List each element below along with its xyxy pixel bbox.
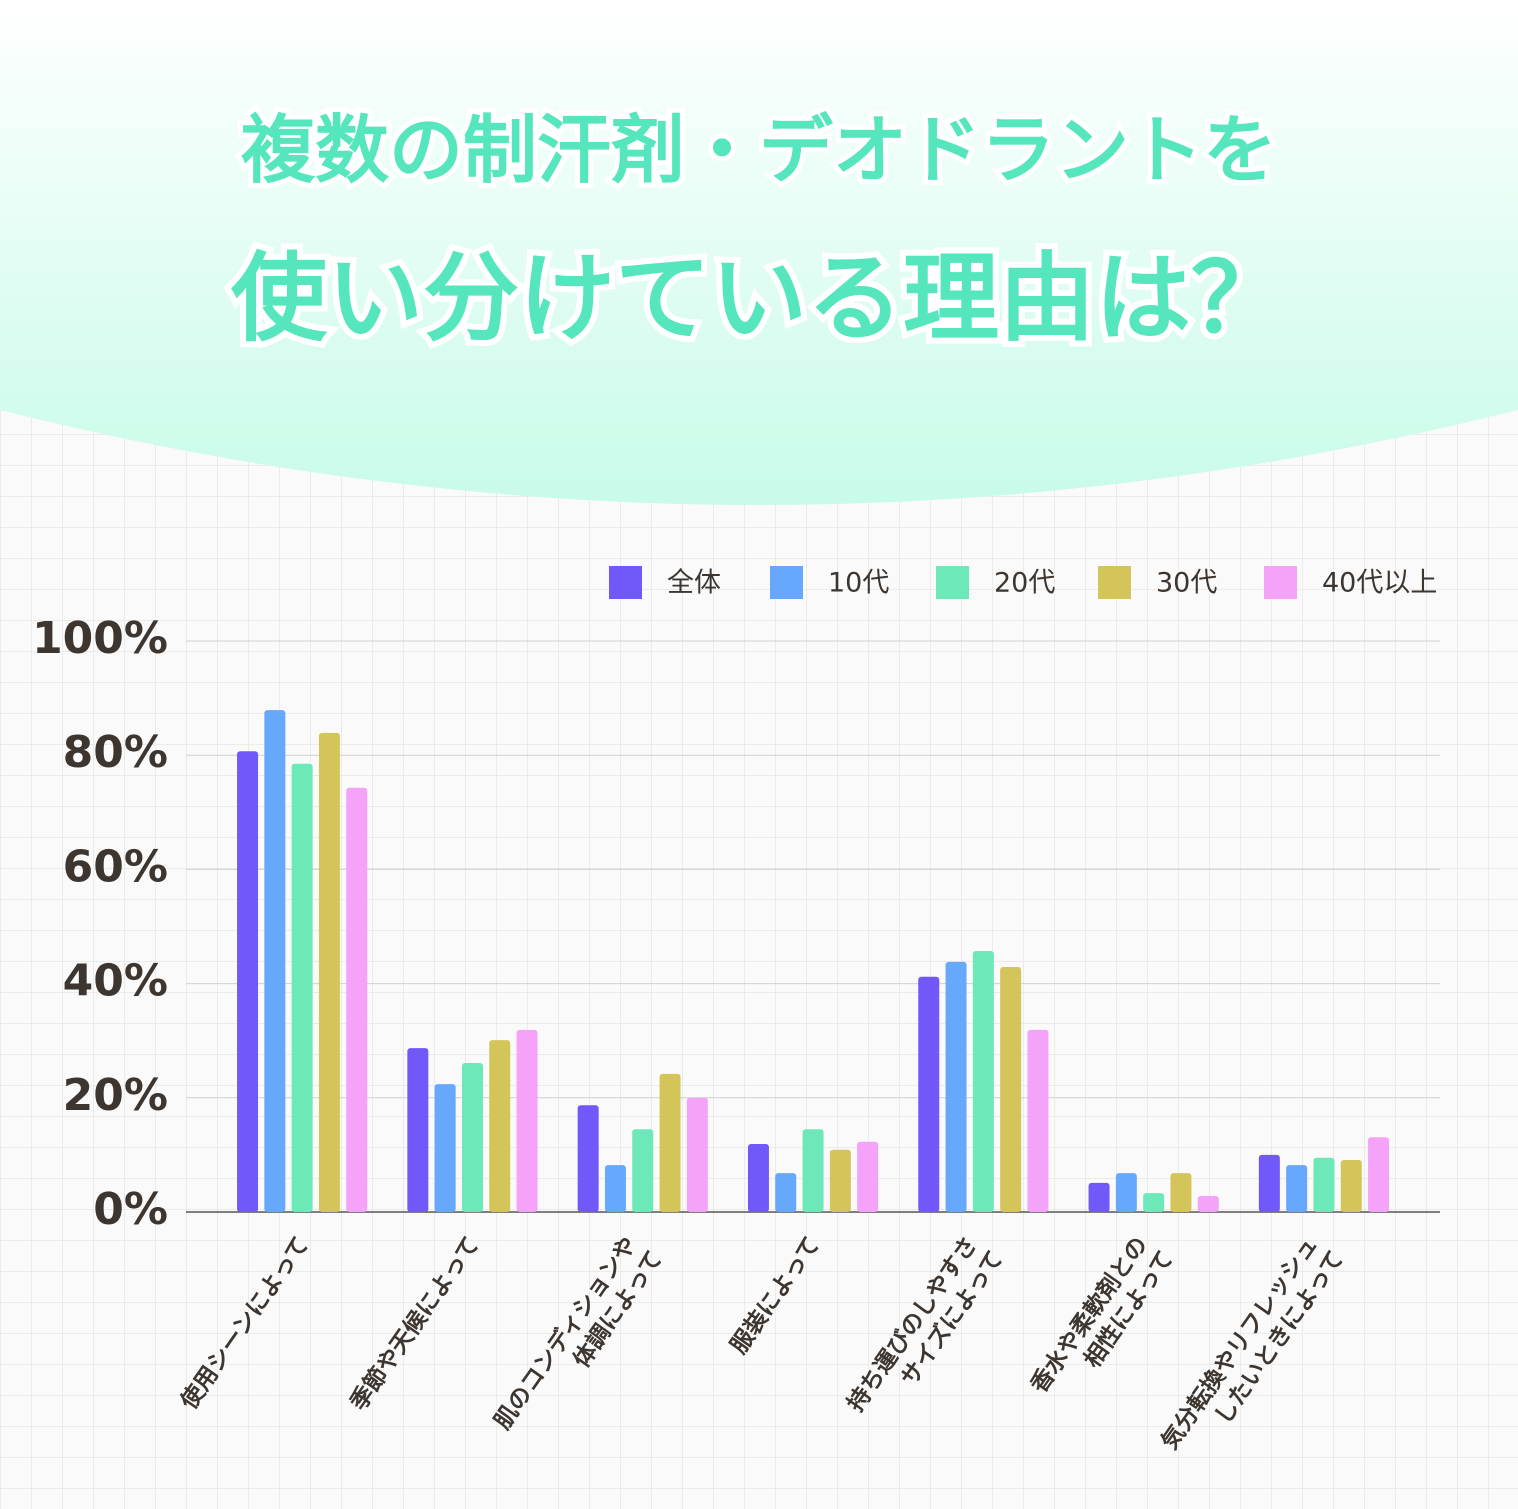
legend-swatch [1098,566,1131,599]
bar [1286,1165,1308,1212]
bar [686,1097,708,1212]
bar [407,1048,429,1212]
bar [346,787,368,1212]
bar [264,710,286,1212]
bar [1197,1196,1219,1212]
legend-swatch [936,566,969,599]
bar [659,1073,681,1212]
y-tick-label: 60% [63,841,168,892]
bar [1143,1193,1165,1212]
bar [577,1105,599,1212]
y-tick-label: 0% [93,1184,168,1235]
bar [237,751,259,1212]
bar [857,1141,879,1212]
legend-label: 40代以上 [1322,568,1437,599]
bar [1258,1154,1280,1212]
legend-label: 20代 [994,568,1055,599]
bar [318,732,340,1212]
bar [1088,1182,1110,1212]
bar [802,1129,824,1212]
header-band [0,0,1518,505]
bar [829,1149,851,1212]
bar [1340,1160,1362,1212]
bar [747,1144,769,1212]
bar [1027,1029,1049,1212]
y-tick-label: 40% [63,956,168,1007]
legend-swatch [1264,566,1297,599]
bar [461,1062,483,1212]
chart-title: 使い分けている理由は？ [231,242,1287,354]
bar [516,1029,538,1212]
bar [1368,1137,1390,1212]
legend-label: 全体 [667,568,721,599]
legend-swatch [609,566,642,599]
y-tick-label: 20% [63,1070,168,1121]
bar [918,976,940,1212]
bar [489,1040,511,1212]
bar [1115,1173,1137,1212]
bar [945,961,967,1212]
bar [1170,1173,1192,1212]
bar [632,1129,654,1212]
bar [972,951,994,1212]
bar [1313,1157,1335,1212]
bar [775,1173,797,1212]
chart-title: 複数の制汗剤・デオドラントを [241,108,1277,194]
bar [1000,967,1022,1212]
legend-label: 30代 [1156,568,1217,599]
y-tick-label: 100% [32,613,168,664]
bar [291,763,313,1212]
y-tick-label: 80% [63,727,168,778]
bar [604,1165,626,1212]
bar [434,1084,456,1212]
legend-swatch [770,566,803,599]
legend-label: 10代 [828,568,889,599]
